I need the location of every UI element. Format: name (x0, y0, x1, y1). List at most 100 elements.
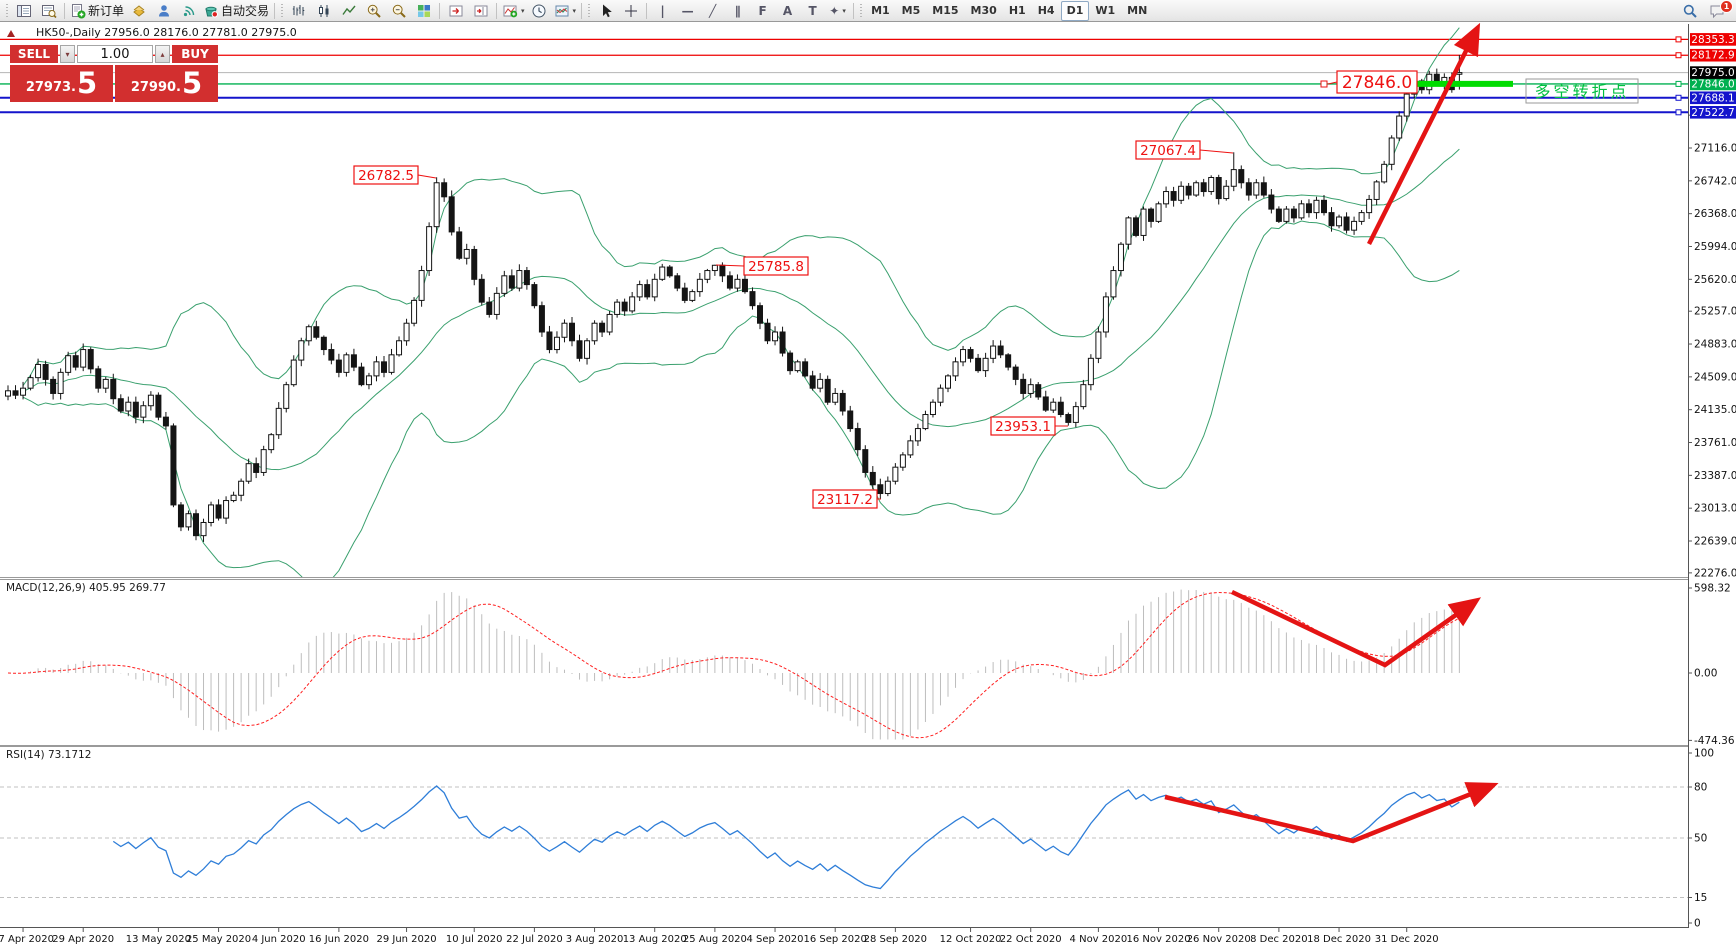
text-icon: A (782, 3, 793, 18)
signal-icon (183, 5, 194, 16)
svg-text:25 May 2020: 25 May 2020 (186, 934, 251, 945)
market-watch-icon (16, 4, 31, 17)
fibonacci-tool-button[interactable]: F (750, 1, 775, 21)
market-depth-icon (132, 4, 145, 17)
bar-chart-type-button[interactable] (286, 1, 311, 21)
new-order-icon (72, 3, 86, 18)
svg-text:24883.0: 24883.0 (1694, 339, 1736, 351)
data-window-icon-button[interactable] (36, 1, 61, 21)
timeframe-button-m1[interactable]: M1 (871, 4, 890, 17)
toolbar-grip (6, 3, 8, 18)
text-label-icon: T (808, 3, 817, 18)
timeframe-button-w1[interactable]: W1 (1095, 4, 1116, 17)
svg-text:24135.0: 24135.0 (1694, 404, 1736, 416)
timeframe-button-m5[interactable]: M5 (901, 4, 921, 17)
svg-text:27688.1: 27688.1 (1691, 92, 1734, 104)
cursor-tool-button[interactable] (593, 1, 618, 21)
text-label-tool-button[interactable]: T (800, 1, 825, 21)
periods-clock-button[interactable] (527, 1, 552, 21)
zoom-in-button[interactable] (361, 1, 386, 21)
trendline-icon: ╱ (708, 3, 717, 18)
toolbar-right-group: 1 (1677, 0, 1733, 21)
arrows-icon: ✦ (829, 3, 840, 18)
auto-trading-button[interactable]: 自动交易 (201, 1, 271, 21)
svg-text:80: 80 (1694, 782, 1707, 794)
svg-text:0: 0 (1694, 918, 1701, 930)
market-depth-icon-button[interactable] (126, 1, 151, 21)
vertical-line-icon: | (660, 3, 665, 18)
candlestick-icon (318, 4, 329, 17)
indicators-button[interactable]: ▾ (500, 1, 527, 21)
dropdown-caret-icon: ▾ (572, 6, 577, 15)
svg-text:22 Jul 2020: 22 Jul 2020 (506, 934, 563, 945)
svg-text:24509.0: 24509.0 (1694, 371, 1736, 383)
svg-text:27116.0: 27116.0 (1694, 143, 1736, 155)
toolbar-separator (64, 2, 65, 19)
volume-input[interactable] (77, 45, 153, 63)
bar-chart-icon (292, 4, 304, 15)
timeframe-button-mn[interactable]: MN (1127, 4, 1148, 17)
svg-text:26782.5: 26782.5 (358, 168, 414, 184)
main-toolbar: 新订单 自动交易 ▾ (0, 0, 1736, 22)
clock-icon (532, 4, 546, 17)
timeframe-button-h4[interactable]: H4 (1037, 4, 1055, 17)
timeframe-button-h1[interactable]: H1 (1008, 4, 1026, 17)
svg-text:25620.0: 25620.0 (1694, 274, 1736, 286)
svg-text:31 Dec 2020: 31 Dec 2020 (1375, 934, 1439, 945)
text-tool-button[interactable]: A (775, 1, 800, 21)
arrows-tool-button[interactable]: ✦ ▾ (825, 1, 850, 21)
sell-button[interactable]: SELL (10, 45, 58, 63)
svg-text:25785.8: 25785.8 (748, 259, 804, 275)
svg-text:27522.7: 27522.7 (1691, 107, 1734, 119)
trendline-tool-button[interactable]: ╱ (700, 1, 725, 21)
horizontal-line-tool-button[interactable]: — (675, 1, 700, 21)
timeframe-button-m30[interactable]: M30 (970, 4, 997, 17)
svg-text:25 Aug 2020: 25 Aug 2020 (683, 934, 747, 945)
svg-text:4 Jun 2020: 4 Jun 2020 (252, 934, 306, 945)
svg-text:18 Dec 2020: 18 Dec 2020 (1307, 934, 1371, 945)
tile-windows-button[interactable] (411, 1, 436, 21)
timeframe-button-d1[interactable]: D1 (1060, 0, 1090, 21)
sell-price[interactable]: 27973. 5 (10, 65, 113, 102)
svg-text:23953.1: 23953.1 (995, 419, 1051, 435)
notifications-button[interactable]: 1 (1704, 0, 1733, 21)
svg-text:17 Apr 2020: 17 Apr 2020 (0, 934, 54, 945)
svg-text:25257.0: 25257.0 (1694, 306, 1736, 318)
line-chart-type-button[interactable] (336, 1, 361, 21)
svg-text:23761.0: 23761.0 (1694, 437, 1736, 449)
search-icon (1683, 4, 1697, 18)
svg-text:28172.9: 28172.9 (1691, 50, 1734, 62)
svg-text:29 Apr 2020: 29 Apr 2020 (52, 934, 114, 945)
templates-button[interactable]: ▾ (552, 1, 579, 21)
scroll-to-end-button[interactable] (443, 1, 468, 21)
buy-button[interactable]: BUY (172, 45, 218, 63)
new-order-label: 新订单 (88, 4, 125, 18)
equidistant-channel-tool-button[interactable]: ∥ (725, 1, 750, 21)
toolbar-grip (860, 3, 863, 18)
volume-decrease-button[interactable]: ▾ (60, 45, 75, 63)
tile-windows-icon (417, 4, 430, 17)
zoom-out-button[interactable] (386, 1, 411, 21)
community-icon-button[interactable] (151, 1, 176, 21)
community-person-icon (158, 4, 169, 16)
svg-text:12 Oct 2020: 12 Oct 2020 (940, 934, 1002, 945)
svg-text:26742.0: 26742.0 (1694, 175, 1736, 187)
new-order-button[interactable]: 新订单 (68, 1, 126, 21)
market-watch-icon-button[interactable] (11, 1, 36, 21)
svg-text:22276.0: 22276.0 (1694, 567, 1736, 579)
vertical-line-tool-button[interactable]: | (650, 1, 675, 21)
timeframe-group: M1 M5 M15 M30 H1 H4 D1 W1 MN (865, 0, 1153, 21)
toolbar-grip (588, 3, 591, 18)
toolbar-separator (439, 2, 441, 19)
signals-icon-button[interactable] (176, 1, 201, 21)
volume-increase-button[interactable]: ▴ (155, 45, 170, 63)
search-button[interactable] (1677, 1, 1702, 21)
chart-shift-button[interactable] (468, 1, 493, 21)
timeframe-button-m15[interactable]: M15 (932, 4, 959, 17)
svg-text:8 Dec 2020: 8 Dec 2020 (1250, 934, 1308, 945)
crosshair-tool-button[interactable] (618, 1, 643, 21)
candlestick-chart-type-button[interactable] (311, 1, 336, 21)
buy-price[interactable]: 27990. 5 (115, 65, 218, 102)
svg-text:10 Jul 2020: 10 Jul 2020 (446, 934, 503, 945)
